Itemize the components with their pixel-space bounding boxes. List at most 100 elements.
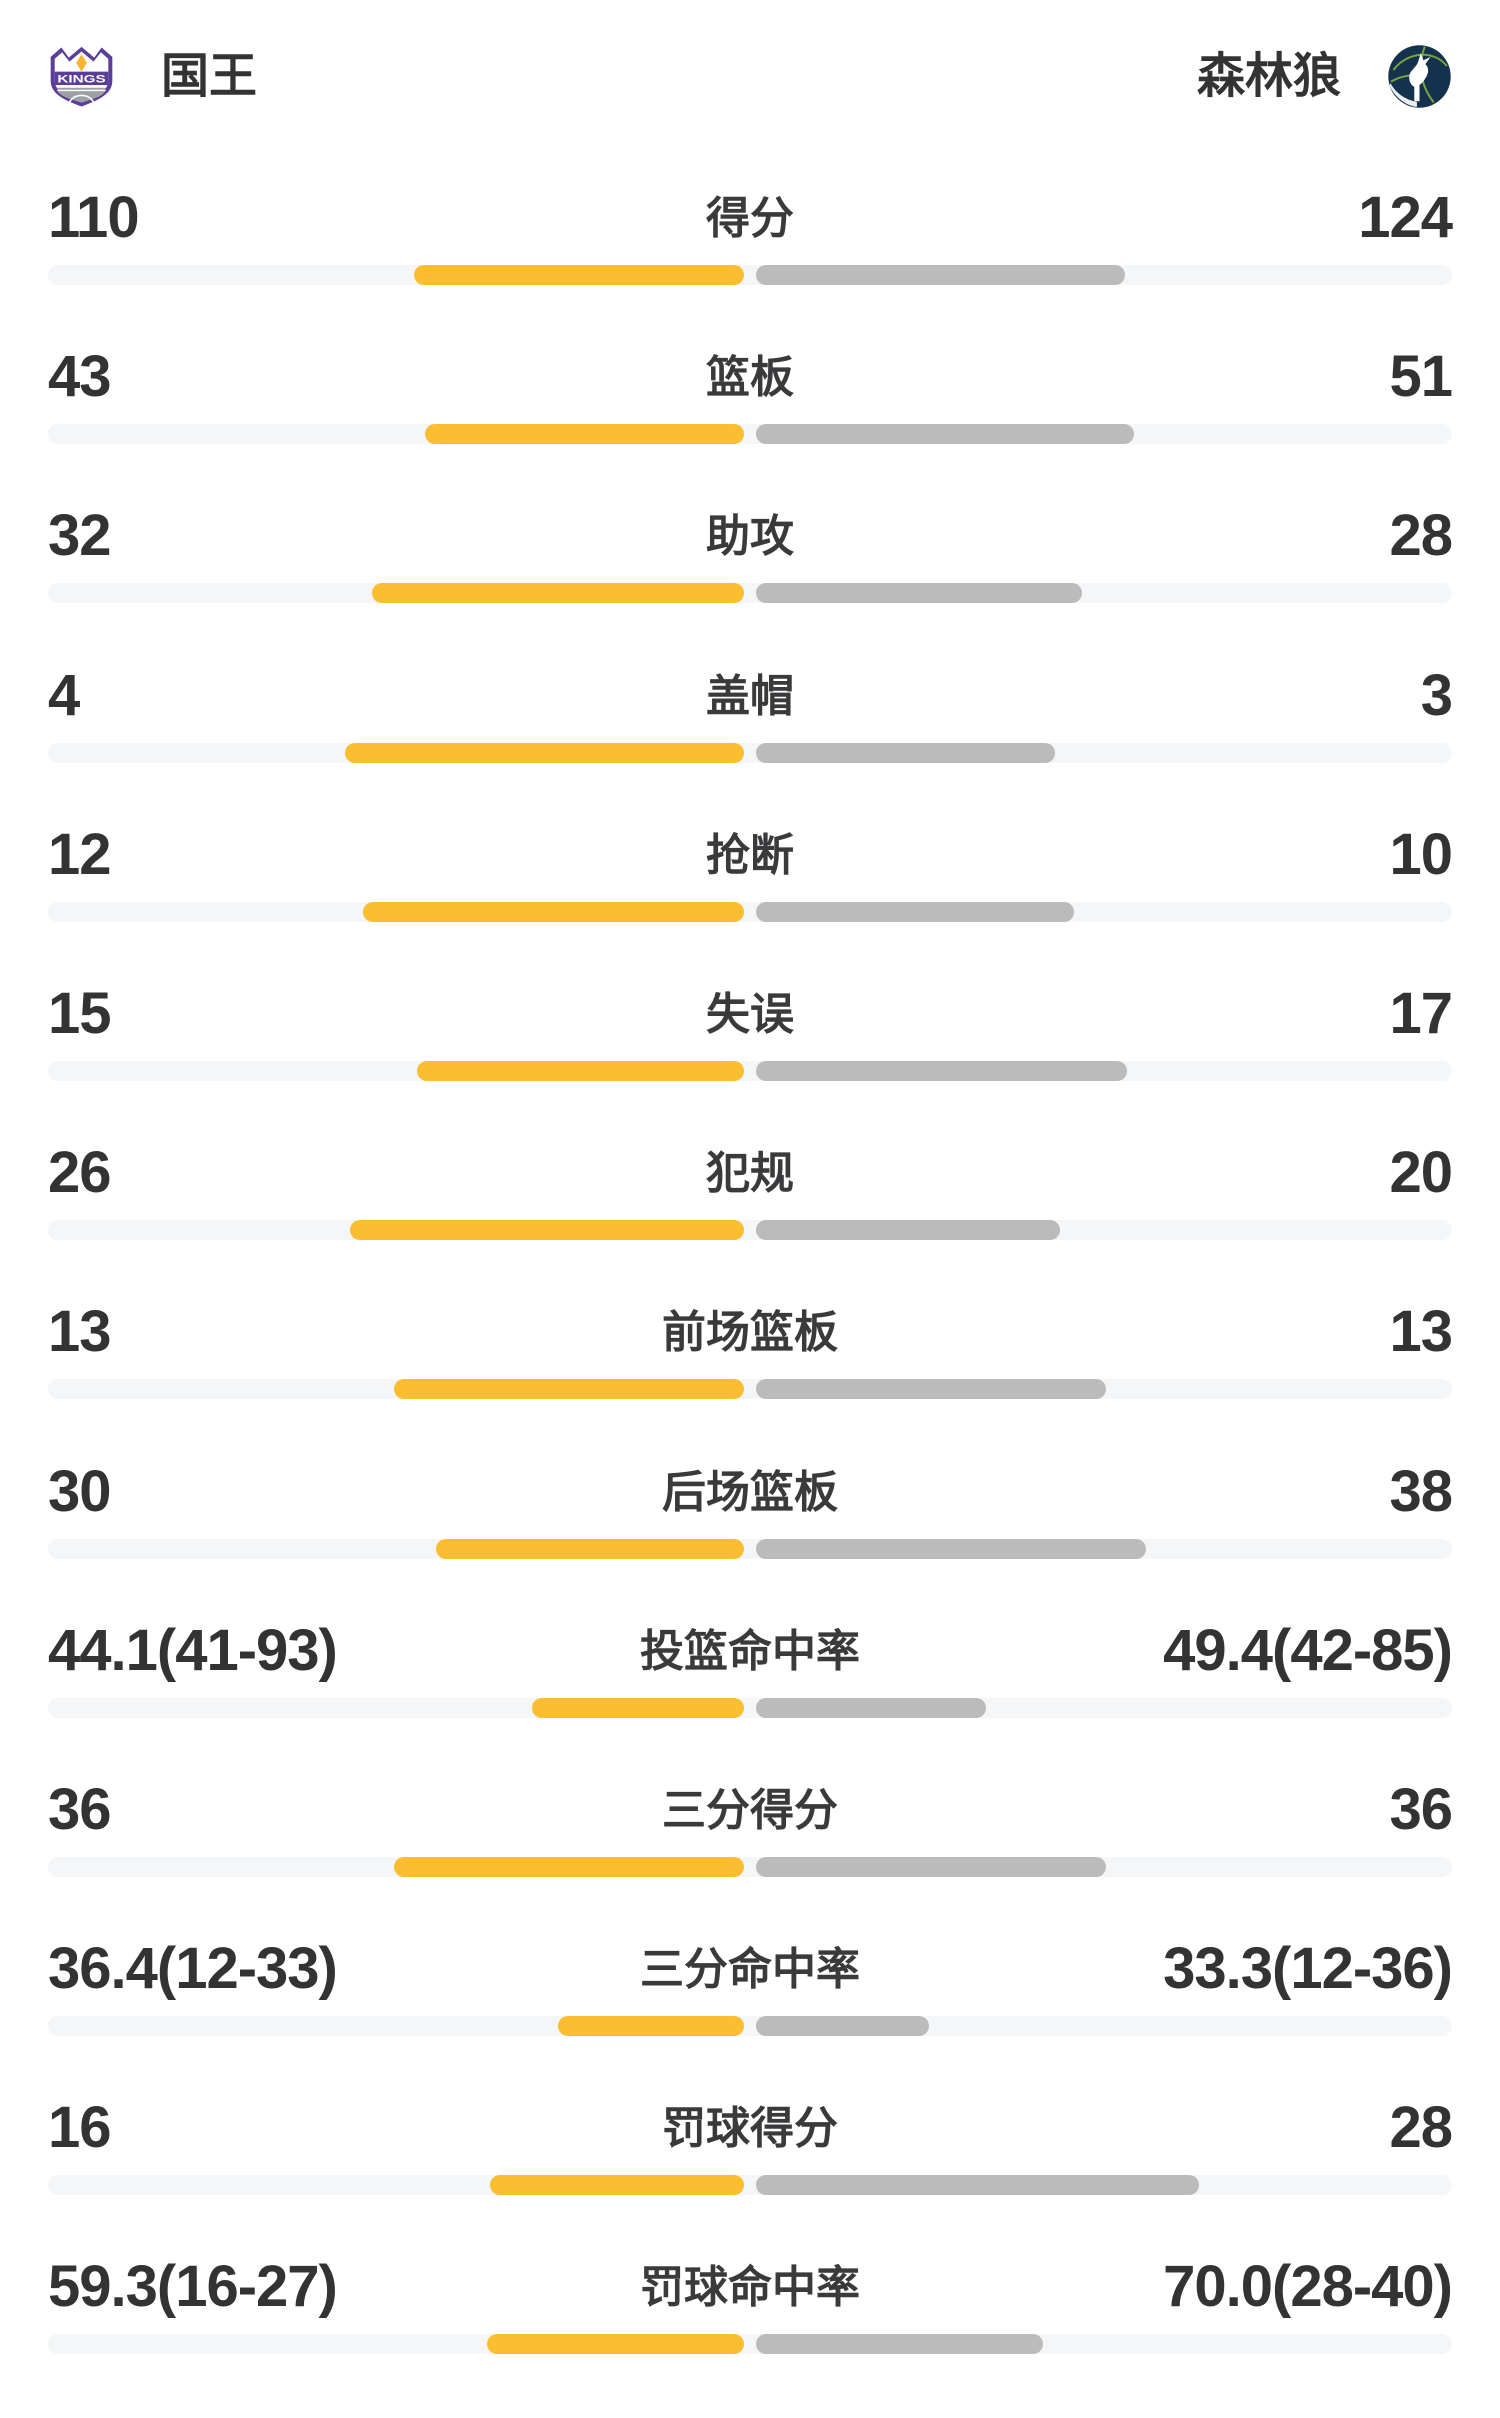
timberwolves-logo-icon: [1388, 45, 1451, 108]
right-team-bar: [756, 742, 1055, 763]
stat-row: 59.3(16-27) 罚球命中率 70.0(28-40): [0, 2258, 1500, 2417]
right-team-value: 38: [1389, 1458, 1453, 1524]
stat-row: 12 抢断 10: [0, 821, 1500, 985]
stat-label: 三分命中率: [640, 1945, 860, 1995]
left-team-value: 26: [48, 1140, 112, 1206]
bar-track: [48, 1060, 1452, 1081]
stat-row: 110 得分 124: [0, 189, 1500, 348]
right-team-bar: [756, 2016, 929, 2037]
stat-row: 13 前场篮板 13: [0, 1303, 1500, 1462]
right-team-value: 124: [1358, 185, 1453, 250]
right-team-bar: [756, 583, 1082, 604]
left-team-bar: [350, 1220, 744, 1241]
bar-track: [48, 1856, 1452, 1877]
left-team-bar: [487, 2334, 744, 2355]
right-team-value: 17: [1389, 980, 1453, 1046]
stat-row: 36.4(12-33) 三分命中率 33.3(12-36): [0, 1940, 1500, 2099]
stat-row: 15 失误 17: [0, 980, 1500, 1144]
bar-track: [48, 2175, 1452, 2196]
stat-row: 44.1(41-93) 投篮命中率 49.4(42-85): [0, 1617, 1500, 1781]
kings-logo-icon: KINGS: [50, 46, 113, 106]
stat-row: 43 篮板 51: [0, 348, 1500, 507]
left-team-value: 44.1(41-93): [48, 1617, 338, 1683]
stat-row: 26 犯规 20: [0, 1144, 1500, 1303]
bar-track: [48, 2334, 1452, 2355]
stat-label: 后场篮板: [662, 1467, 838, 1517]
right-team-value: 36: [1389, 1776, 1453, 1842]
right-team-value: 70.0(28-40): [1163, 2254, 1453, 2320]
left-team-value: 13: [48, 1299, 112, 1365]
right-team-bar: [756, 1856, 1106, 1877]
bar-track: [48, 583, 1452, 604]
bar-track: [48, 1379, 1452, 1400]
bar-track: [48, 1538, 1452, 1559]
bar-track: [48, 742, 1452, 763]
left-team-value: 16: [48, 2095, 112, 2161]
right-team-bar: [756, 1538, 1146, 1559]
left-team-bar: [558, 2016, 744, 2037]
right-team-value: 51: [1389, 344, 1453, 410]
left-team-value: 59.3(16-27): [48, 2254, 338, 2320]
svg-text:KINGS: KINGS: [57, 73, 106, 85]
right-team-bar: [756, 2175, 1199, 2196]
left-team-bar: [394, 1856, 744, 1877]
left-team-value: 32: [48, 503, 112, 569]
stat-label: 得分: [706, 194, 794, 243]
stat-label: 篮板: [706, 353, 794, 403]
stats-list: 110 得分 124 43 篮板 51 32 助攻: [0, 189, 1500, 2418]
stat-label: 投篮命中率: [640, 1626, 860, 1676]
bar-track: [48, 1697, 1452, 1718]
stat-row: 16 罚球得分 28: [0, 2099, 1500, 2258]
right-team-value: 33.3(12-36): [1163, 1936, 1453, 2002]
left-team-value: 15: [48, 980, 112, 1046]
team-right[interactable]: 森林狼: [1197, 44, 1452, 109]
left-team-bar: [532, 1697, 744, 1718]
stat-label: 助攻: [706, 512, 794, 562]
stat-row: 32 助攻 28: [0, 507, 1500, 666]
right-team-bar: [756, 1697, 986, 1718]
stat-label: 三分得分: [662, 1785, 838, 1835]
right-team-value: 10: [1389, 821, 1453, 887]
left-team-bar: [363, 901, 744, 922]
stat-row: 30 后场篮板 38: [0, 1458, 1500, 1622]
left-team-bar: [425, 424, 744, 445]
left-team-bar: [394, 1379, 744, 1400]
right-team-value: 3: [1420, 662, 1453, 728]
stat-label: 前场篮板: [662, 1308, 838, 1358]
left-team-bar: [372, 583, 744, 604]
right-team-value: 28: [1389, 2095, 1453, 2161]
bar-track: [48, 265, 1452, 285]
left-team-value: 36: [48, 1776, 112, 1842]
left-team-value: 43: [48, 344, 112, 410]
bar-track: [48, 901, 1452, 922]
left-team-bar: [436, 1538, 744, 1559]
stat-label: 失误: [706, 989, 794, 1039]
right-team-value: 20: [1389, 1140, 1453, 1206]
team-left[interactable]: KINGS 国王: [48, 46, 257, 108]
left-team-value: 36.4(12-33): [48, 1936, 338, 2002]
left-team-value: 110: [48, 185, 140, 250]
right-team-bar: [756, 1060, 1127, 1081]
stat-row: 4 盖帽 3: [0, 662, 1500, 826]
bar-track: [48, 2016, 1452, 2037]
stat-label: 盖帽: [706, 671, 794, 721]
right-team-bar: [756, 2334, 1043, 2355]
left-team-bar: [417, 1060, 744, 1081]
right-team-value: 49.4(42-85): [1163, 1617, 1453, 1683]
right-team-value: 13: [1389, 1299, 1453, 1365]
stat-row: 36 三分得分 36: [0, 1776, 1500, 1940]
left-team-bar: [345, 742, 744, 763]
right-team-value: 28: [1389, 503, 1453, 569]
stat-label: 罚球命中率: [640, 2263, 860, 2313]
bar-track: [48, 1220, 1452, 1241]
right-team-bar: [756, 1379, 1106, 1400]
bar-track: [48, 424, 1452, 445]
right-team-bar: [756, 1220, 1060, 1241]
stat-label: 抢断: [706, 830, 794, 880]
left-team-bar: [490, 2175, 744, 2196]
team-right-name: 森林狼: [1196, 49, 1341, 103]
stat-label: 罚球得分: [662, 2104, 838, 2154]
right-team-bar: [756, 424, 1134, 445]
stat-label: 犯规: [706, 1149, 794, 1199]
